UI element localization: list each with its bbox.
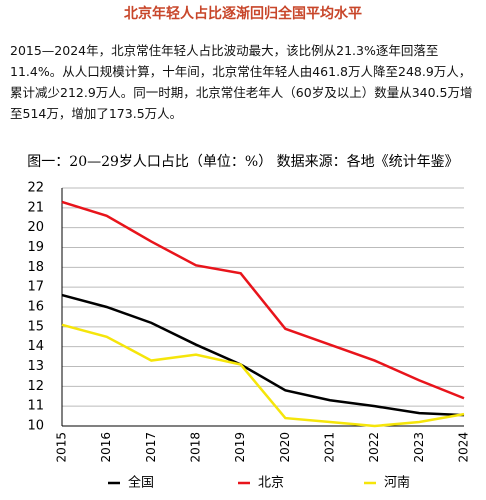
x-tick-label: 2018	[189, 432, 203, 463]
y-tick-label: 18	[27, 260, 44, 275]
chart-title: 图一：20—29岁人口占比（单位：%） 数据来源：各地《统计年鉴》	[27, 154, 458, 170]
y-tick-label: 12	[27, 379, 44, 394]
y-tick-label: 16	[27, 300, 44, 315]
x-tick-label: 2016	[99, 432, 113, 463]
y-tick-label: 10	[27, 419, 44, 434]
x-tick-label: 2022	[367, 432, 381, 463]
y-tick-label: 13	[27, 359, 44, 374]
y-tick-label: 14	[27, 339, 44, 354]
y-tick-label: 20	[27, 220, 44, 235]
y-tick-label: 21	[27, 200, 44, 215]
x-tick-label: 2021	[323, 432, 337, 463]
x-tick-label: 2023	[412, 432, 426, 463]
y-tick-label: 15	[27, 319, 44, 334]
y-tick-label: 19	[27, 240, 44, 255]
x-tick-label: 2020	[278, 432, 292, 463]
x-tick-label: 2024	[457, 432, 471, 463]
y-tick-label: 22	[27, 181, 44, 196]
x-tick-label: 2015	[55, 432, 69, 463]
legend-label: 全国	[128, 475, 154, 491]
paragraph: 2015—2024年，北京常住年轻人占比波动最大，该比例从21.3%逐年回落至1…	[10, 43, 473, 121]
heading: 北京年轻人占比逐渐回归全国平均水平	[124, 6, 362, 22]
series-line	[61, 293, 465, 417]
x-tick-label: 2017	[144, 432, 158, 463]
y-tick-label: 11	[27, 399, 44, 414]
legend-label: 北京	[258, 476, 284, 491]
series-line	[61, 323, 465, 428]
y-tick-label: 17	[27, 280, 44, 295]
x-tick-label: 2019	[233, 432, 247, 463]
chart: 图一：20—29岁人口占比（单位：%） 数据来源：各地《统计年鉴》 10 11 12…	[27, 154, 471, 491]
series-line	[61, 200, 465, 400]
legend-label: 河南	[384, 475, 410, 491]
